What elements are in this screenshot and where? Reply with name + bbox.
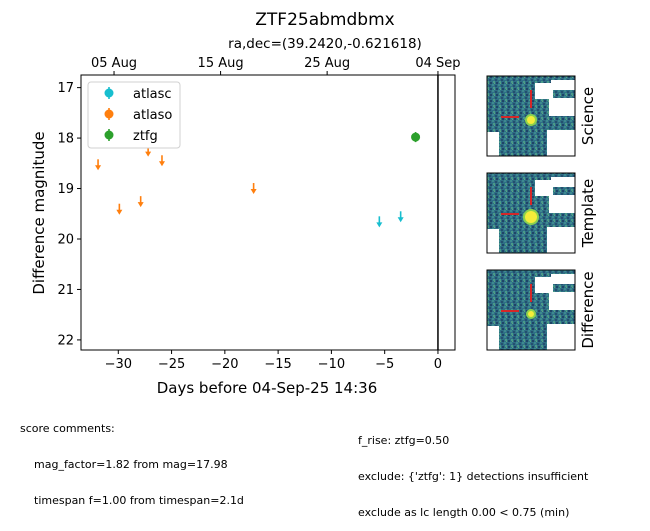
cutout-panels: Science Template Difference	[486, 75, 597, 351]
upper-limit-arrow	[250, 189, 257, 195]
cutout-mask	[535, 180, 553, 196]
cutout-label: Template	[579, 179, 597, 248]
cutout-mask	[487, 326, 499, 350]
upper-limit-arrow	[95, 165, 102, 171]
upper-limit-arrow	[397, 217, 404, 223]
legend-marker	[104, 88, 114, 98]
source-blob	[527, 116, 535, 124]
cutout-mask	[549, 98, 575, 116]
legend-marker	[104, 130, 114, 140]
upper-limit-arrow	[145, 151, 152, 157]
x-tick-label: −15	[264, 357, 291, 372]
upper-limit-point-atlaso	[158, 155, 165, 167]
y-tick-label: 19	[57, 182, 74, 197]
cutout-mask	[549, 195, 575, 213]
upper-limit-point-atlaso	[250, 183, 257, 195]
cutout-frame	[486, 269, 576, 351]
x-axis-label: Days before 04-Sep-25 14:36	[157, 379, 378, 397]
upper-limit-point-atlasc	[376, 216, 383, 228]
score-comments-right: f_rise: ztfg=0.50 exclude: {'ztfg': 1} d…	[358, 411, 588, 531]
upper-limit-point-atlasc	[397, 211, 404, 223]
upper-limit-point-atlaso	[137, 196, 144, 208]
cutout-label: Science	[579, 87, 597, 145]
cutout-mask	[535, 277, 553, 293]
y-tick-label: 22	[57, 333, 74, 348]
legend: atlasc atlaso ztfg	[87, 81, 181, 149]
lightcurve-figure: ZTF25abmdbmx ra,dec=(39.2420,-0.621618) …	[30, 10, 597, 397]
y-tick-label: 18	[57, 132, 74, 147]
score-comment-line: timespan f=1.00 from timespan=2.1d	[34, 494, 244, 507]
source-blob	[525, 211, 537, 223]
top-x-tick-label: 05 Aug	[91, 56, 137, 71]
score-comment-line: mag_factor=1.82 from mag=17.98	[34, 458, 228, 471]
cutout-mask	[547, 324, 575, 350]
cutout-mask	[549, 292, 575, 310]
cutout-template: Template	[486, 172, 597, 254]
cutout-label: Difference	[579, 271, 597, 348]
cutout-frame	[486, 75, 576, 157]
chart-subtitle: ra,dec=(39.2420,-0.621618)	[228, 36, 422, 52]
upper-limit-arrow	[376, 222, 383, 228]
score-comments-header: score comments:	[20, 422, 115, 435]
upper-limit-point-atlaso	[116, 203, 123, 215]
top-x-tick-label: 25 Aug	[304, 56, 350, 71]
legend-item-ztfg: ztfg	[104, 129, 158, 144]
legend-label: atlaso	[133, 108, 172, 123]
source-blob	[528, 311, 534, 317]
top-x-tick-label: 04 Sep	[415, 56, 460, 71]
legend-item-atlasc: atlasc	[104, 87, 172, 102]
x-tick-label: 0	[434, 357, 442, 372]
cutout-mask	[547, 227, 575, 253]
plot-area: −30 −25 −20 −15 −10 −5 0 05 Aug 15 Aug 25 Aug 04 S…	[57, 56, 460, 372]
chart-title: ZTF25abmdbmx	[255, 10, 394, 30]
plot-frame	[80, 74, 456, 351]
cutout-frame	[486, 172, 576, 254]
y-tick-label: 20	[57, 232, 74, 247]
cutout-mask	[547, 130, 575, 156]
cutout-mask	[551, 177, 575, 187]
x-tick-label: −10	[318, 357, 345, 372]
upper-limit-arrow	[158, 161, 165, 167]
cutout-mask	[487, 229, 499, 253]
score-comment-line: exclude: {'ztfg': 1} detections insuffic…	[358, 470, 589, 483]
x-tick-label: −25	[158, 357, 185, 372]
cutout-mask	[535, 83, 553, 99]
detection-point-ztfg	[411, 132, 421, 142]
legend-item-atlaso: atlaso	[104, 108, 172, 123]
x-tick-label: −30	[105, 357, 132, 372]
legend-label: atlasc	[133, 87, 172, 102]
legend-marker	[104, 109, 114, 119]
cutout-difference: Difference	[486, 269, 597, 351]
legend-label: ztfg	[133, 129, 158, 144]
upper-limit-arrow	[116, 209, 123, 215]
y-tick-label: 21	[57, 283, 74, 298]
score-comment-line: f_rise: ztfg=0.50	[358, 434, 450, 447]
cutout-mask	[551, 80, 575, 90]
y-axis-label: Difference magnitude	[30, 131, 48, 294]
cutout-science: Science	[486, 75, 597, 157]
cutout-mask	[551, 274, 575, 284]
y-tick-label: 17	[57, 81, 74, 96]
upper-limit-arrow	[137, 202, 144, 208]
score-comments-left: score comments: mag_factor=1.82 from mag…	[20, 399, 244, 519]
score-comment-line: exclude as lc length 0.00 < 0.75 (min)	[358, 506, 570, 519]
x-tick-label: −5	[375, 357, 394, 372]
x-tick-label: −20	[211, 357, 238, 372]
top-x-tick-label: 15 Aug	[198, 56, 244, 71]
cutout-mask	[487, 132, 499, 156]
upper-limit-point-atlaso	[95, 159, 102, 171]
